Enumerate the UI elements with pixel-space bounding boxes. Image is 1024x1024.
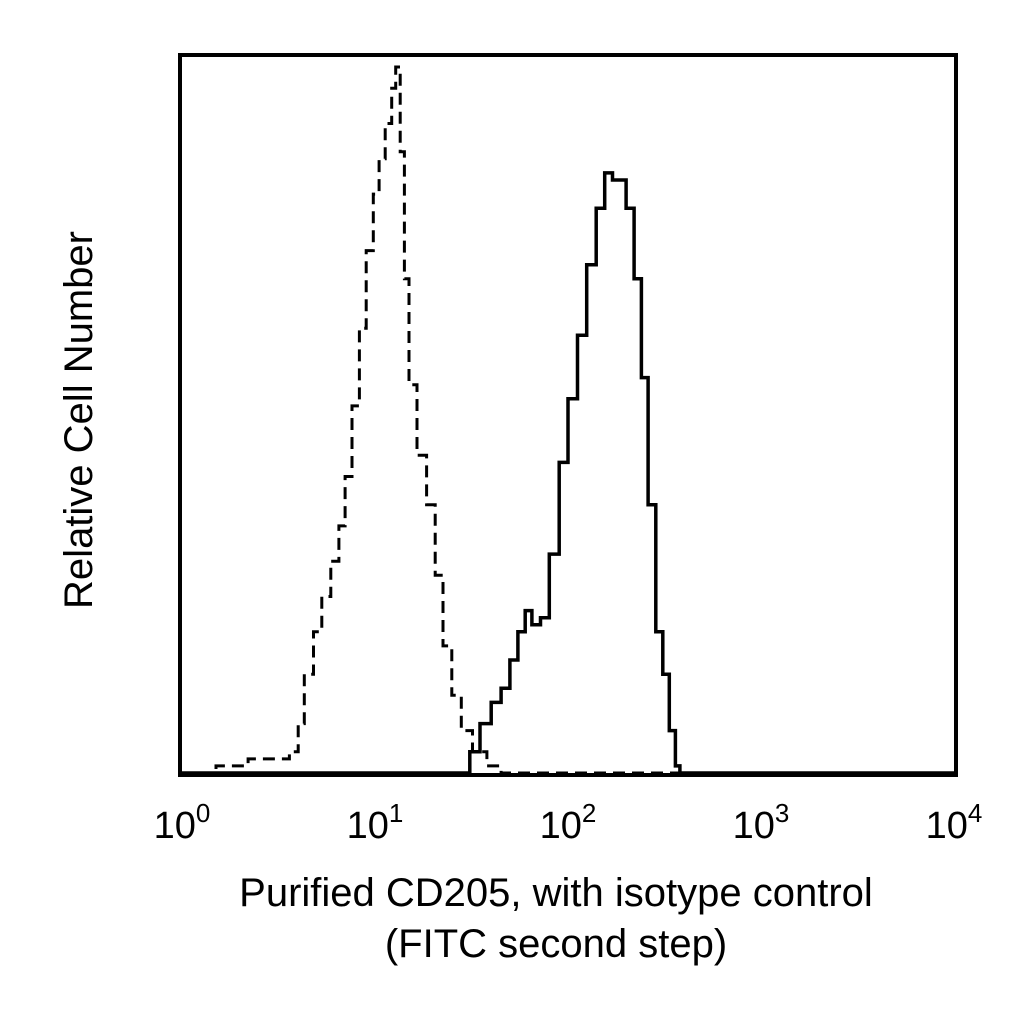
plot-frame <box>178 53 958 777</box>
x-tick-label: 101 <box>347 798 404 847</box>
x-axis-label-line-2: (FITC second step) <box>385 922 727 966</box>
x-tick-label: 103 <box>733 798 790 847</box>
cd205-histogram <box>182 171 954 775</box>
x-tick-labels: 100 101 102 103 104 <box>154 798 983 847</box>
x-tick-label: 102 <box>540 798 597 847</box>
series-layer <box>182 65 954 775</box>
y-axis-label: Relative Cell Number <box>57 231 101 609</box>
x-tick-label: 104 <box>926 798 983 847</box>
x-tick-label: 100 <box>154 798 211 847</box>
x-axis-label-line-1: Purified CD205, with isotype control <box>239 871 873 915</box>
